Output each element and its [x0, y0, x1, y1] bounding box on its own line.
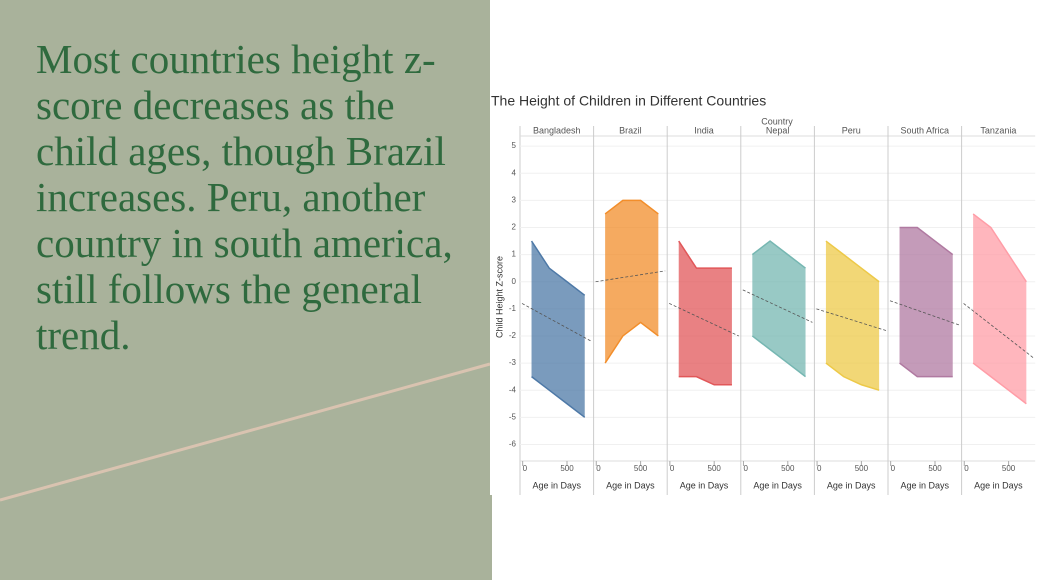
envelope-line: [899, 226, 954, 256]
trend-line: [742, 289, 813, 323]
x-tick-label: 0: [817, 464, 822, 473]
envelope-line: [531, 376, 586, 418]
x-tick-label: 500: [781, 464, 795, 473]
envelope-line: [751, 240, 806, 269]
y-tick-label: 3: [512, 195, 517, 204]
chart-title: The Height of Children in Different Coun…: [491, 93, 766, 109]
facet-name: India: [694, 125, 714, 135]
x-axis-label: Age in Days: [901, 480, 950, 490]
trend-line: [816, 308, 887, 331]
y-tick-label: 4: [512, 168, 517, 177]
x-axis-label: Age in Days: [974, 480, 1023, 490]
envelope-line: [972, 362, 1027, 405]
y-tick-label: 1: [512, 250, 517, 259]
envelope-line: [678, 240, 732, 269]
facet-name: Nepal: [766, 125, 790, 135]
facet-name: Bangladesh: [533, 125, 581, 135]
x-tick-label: 0: [670, 464, 675, 473]
decor-line: [0, 362, 491, 502]
y-tick-label: -1: [509, 304, 517, 313]
y-tick-label: -6: [509, 440, 517, 449]
y-axis-label: Child Height Z-score: [494, 256, 504, 338]
facet-label: Country: [761, 116, 793, 126]
x-tick-label: 500: [560, 464, 574, 473]
band-fill: [605, 200, 659, 364]
envelope-line: [899, 362, 953, 378]
trend-line: [669, 303, 739, 337]
envelope-line: [604, 199, 659, 215]
y-tick-label: -5: [509, 412, 517, 421]
x-axis-label: Age in Days: [680, 480, 729, 490]
x-tick-label: 0: [596, 464, 601, 473]
band-fill: [899, 227, 953, 377]
band-fill: [825, 241, 880, 391]
band-fill: [752, 241, 806, 377]
y-tick-label: 5: [512, 141, 517, 150]
x-tick-label: 500: [855, 464, 869, 473]
facet-name: South Africa: [901, 125, 950, 135]
left-panel: Most countries height z-score decreases …: [0, 0, 492, 580]
x-tick-label: 0: [743, 464, 748, 473]
facet-name: Peru: [842, 125, 861, 135]
facet-name: Tanzania: [980, 125, 1016, 135]
x-tick-label: 500: [708, 464, 722, 473]
trend-line: [595, 270, 666, 283]
x-tick-label: 500: [634, 464, 648, 473]
y-tick-label: -2: [509, 331, 517, 340]
envelope-line: [751, 335, 806, 378]
y-tick-label: 0: [512, 277, 517, 286]
x-tick-label: 0: [891, 464, 896, 473]
x-tick-label: 0: [964, 464, 969, 473]
y-tick-label: -3: [509, 358, 517, 367]
envelope-line: [972, 213, 1027, 283]
x-axis-label: Age in Days: [827, 480, 876, 490]
envelope-line: [604, 321, 659, 364]
trend-line: [889, 300, 960, 326]
envelope-line: [825, 362, 880, 391]
envelope-line: [530, 240, 586, 296]
trend-line: [521, 303, 592, 342]
x-tick-label: 0: [523, 464, 528, 473]
band-fill: [678, 241, 732, 385]
y-tick-label: -4: [509, 385, 517, 394]
slide-text: Most countries height z-score decreases …: [36, 36, 453, 358]
envelope-line: [678, 375, 732, 386]
x-axis-label: Age in Days: [753, 480, 802, 490]
x-axis-label: Age in Days: [606, 480, 655, 490]
y-tick-label: 2: [512, 223, 517, 232]
facet-name: Brazil: [619, 125, 642, 135]
x-axis-label: Age in Days: [533, 480, 582, 490]
x-tick-label: 500: [1002, 464, 1016, 473]
x-tick-label: 500: [928, 464, 942, 473]
envelope-line: [825, 240, 880, 283]
